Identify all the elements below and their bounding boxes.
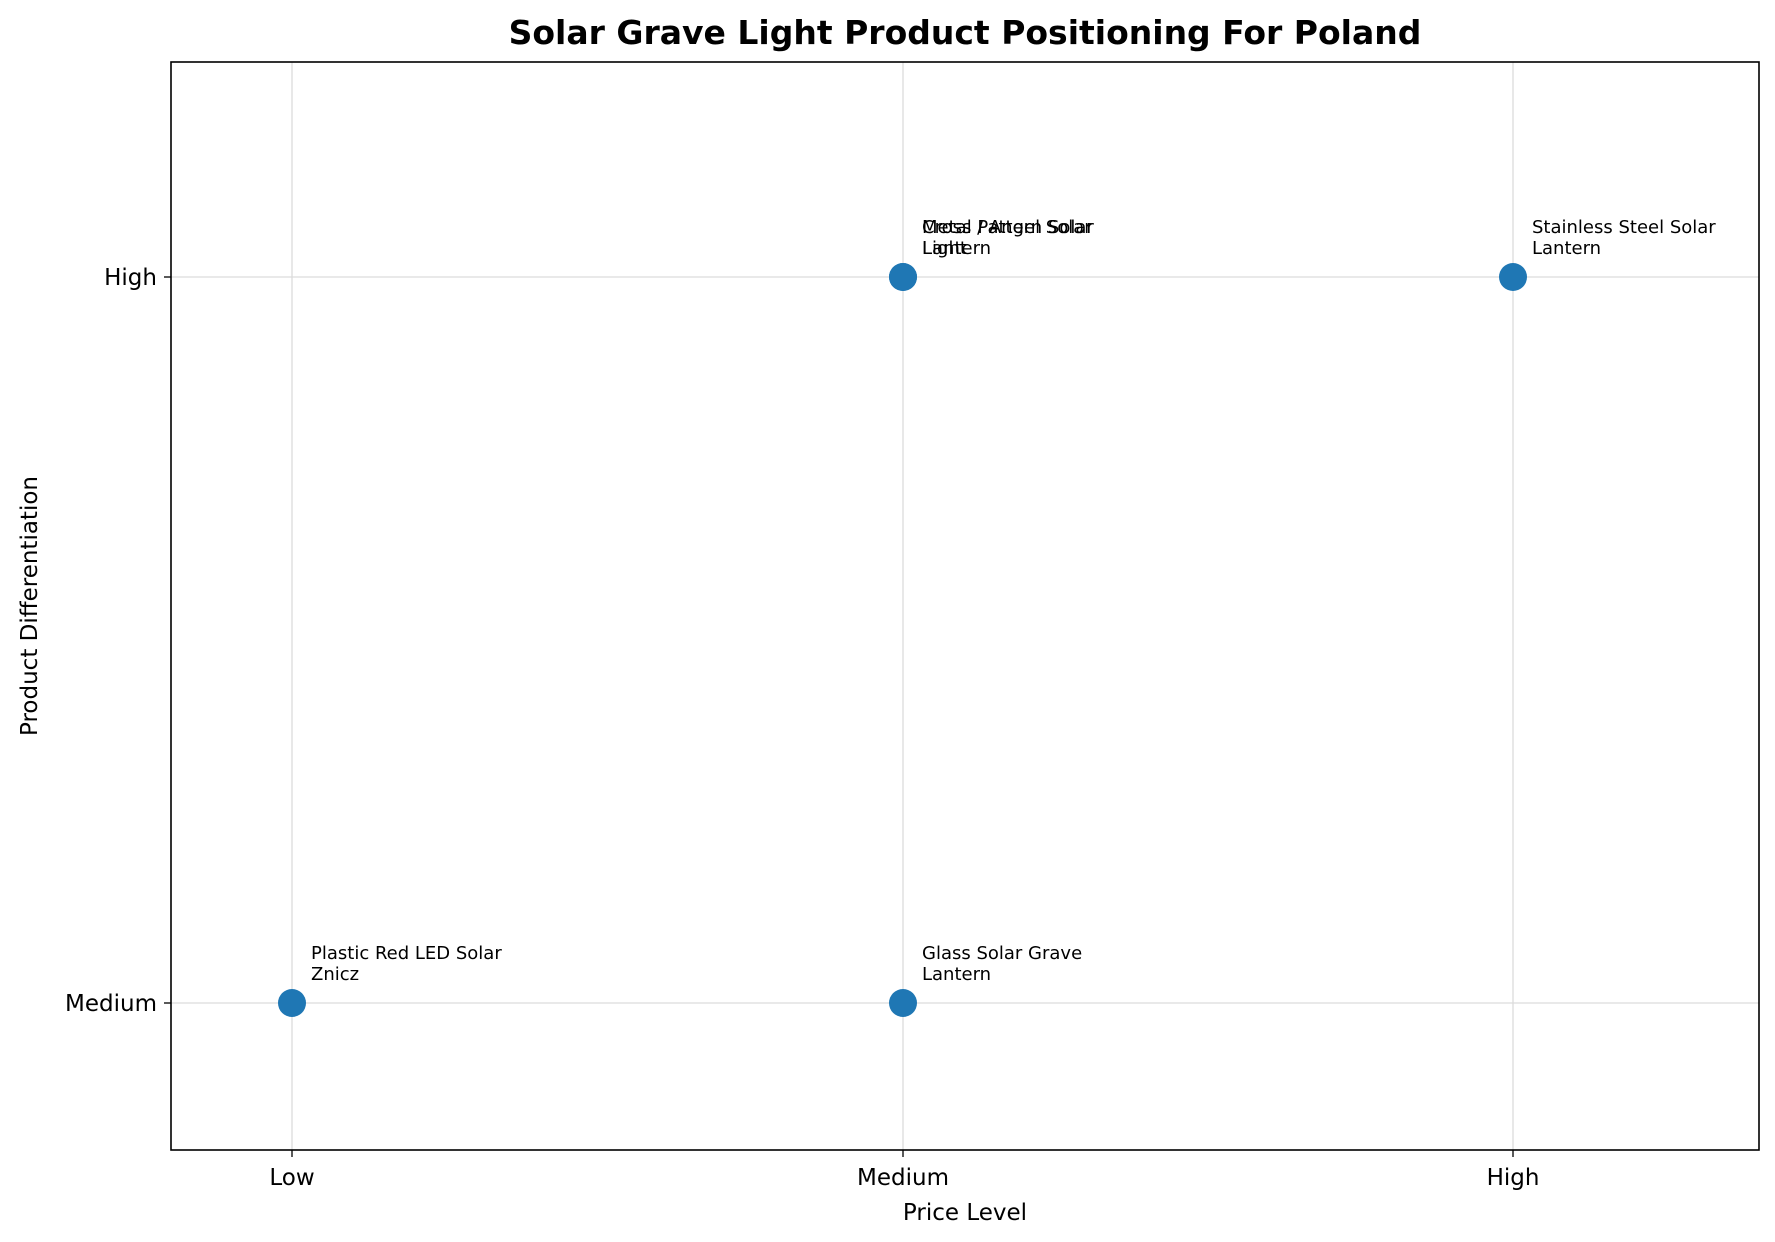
x-tick-label: High — [1487, 1165, 1540, 1191]
y-tick-label: Medium — [65, 991, 157, 1017]
point-label: Cross / Angel Solar Light — [922, 217, 1092, 259]
x-tick-label: Low — [269, 1165, 314, 1191]
scatter-point — [1499, 263, 1527, 291]
y-tick-label: High — [104, 265, 157, 291]
tick-layer: Low Medium High Medium High — [65, 265, 1539, 1191]
label-layer: Plastic Red LED Solar Znicz Glass Solar Gr… — [311, 217, 1716, 985]
point-label: Plastic Red LED Solar Znicz — [311, 943, 502, 985]
point-label: Metal Pattern Solar Lantern — [922, 217, 1094, 259]
y-axis-label: Product Differentiation — [17, 476, 43, 736]
scatter-point — [889, 989, 917, 1017]
grid-layer — [171, 62, 1759, 1150]
point-label: Glass Solar Grave Lantern — [922, 943, 1082, 985]
x-tick-label: Medium — [857, 1165, 949, 1191]
point-label: Stainless Steel Solar Lantern — [1532, 217, 1716, 259]
chart-title: Solar Grave Light Product Positioning Fo… — [509, 13, 1422, 52]
plot-frame — [170, 61, 1760, 1151]
scatter-point — [889, 263, 917, 291]
x-axis-label: Price Level — [903, 1200, 1027, 1226]
point-layer — [278, 263, 1527, 1017]
scatter-point — [278, 989, 306, 1017]
